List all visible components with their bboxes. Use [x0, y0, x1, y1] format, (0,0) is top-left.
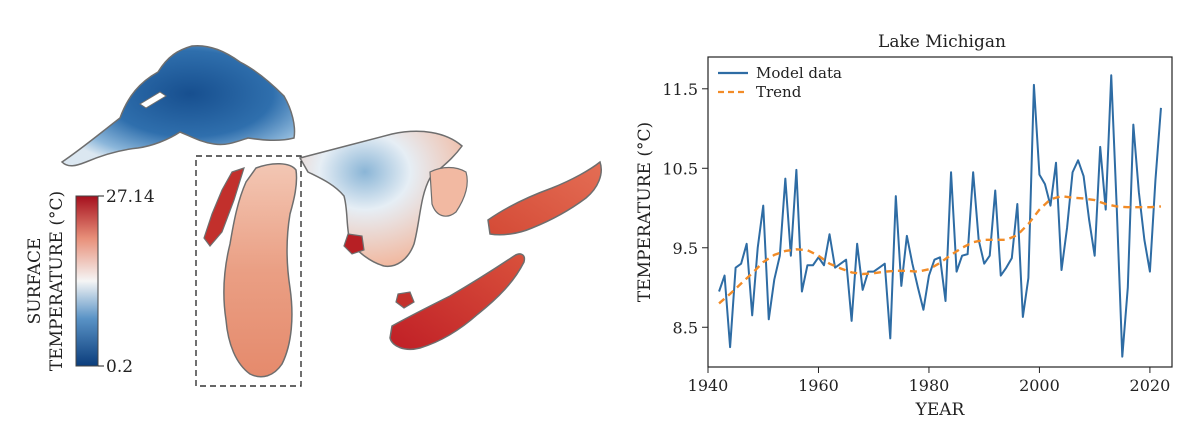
temperature-line-chart: Lake Michigan YEAR TEMPERATURE (°C) 1940…: [635, 32, 1173, 420]
lake-ontario: [487, 160, 602, 236]
y-tick-label: 11.5: [662, 80, 698, 99]
legend: Model data Trend: [718, 64, 842, 101]
y-tick-label: 10.5: [662, 159, 698, 178]
colorbar-label-line2: TEMPERATURE (°C): [47, 191, 67, 371]
legend-trend-label: Trend: [756, 83, 802, 101]
x-tick-label: 1980: [909, 376, 950, 395]
x-axis-label: YEAR: [915, 400, 966, 420]
y-axis-label: TEMPERATURE (°C): [635, 122, 655, 302]
lake-michigan-highlight-box: [195, 155, 302, 387]
x-tick-label: 2020: [1130, 376, 1171, 395]
green-bay: [203, 167, 245, 247]
colorbar: [75, 195, 99, 367]
lake-michigan: [223, 163, 298, 378]
georgian-bay: [429, 166, 468, 217]
saginaw-bay: [343, 233, 365, 255]
legend-model-label: Model data: [756, 64, 842, 82]
x-tick-label: 1940: [688, 376, 729, 395]
y-tick-label: 8.5: [673, 318, 698, 337]
lake-superior: [60, 44, 296, 167]
lake-erie: [389, 253, 526, 350]
lake-michigan-chart-panel: Lake Michigan YEAR TEMPERATURE (°C) 1940…: [620, 0, 1200, 433]
superior-island: [139, 91, 167, 109]
lake-huron: [298, 130, 464, 268]
great-lakes-map: 27.14 0.2 SURFACE TEMPERATURE (°C): [25, 44, 602, 387]
colorbar-label-line1: SURFACE: [25, 238, 45, 325]
chart-title: Lake Michigan: [878, 32, 1006, 52]
model-data-line: [718, 74, 1162, 358]
plot-frame: [707, 56, 1173, 368]
lake-st-clair: [395, 291, 415, 309]
colorbar-max-label: 27.14: [106, 187, 155, 207]
great-lakes-map-panel: 27.14 0.2 SURFACE TEMPERATURE (°C): [25, 44, 602, 387]
colorbar-min-label: 0.2: [106, 357, 133, 377]
x-tick-label: 2000: [1019, 376, 1060, 395]
x-tick-label: 1960: [798, 376, 839, 395]
y-tick-label: 9.5: [673, 239, 698, 258]
